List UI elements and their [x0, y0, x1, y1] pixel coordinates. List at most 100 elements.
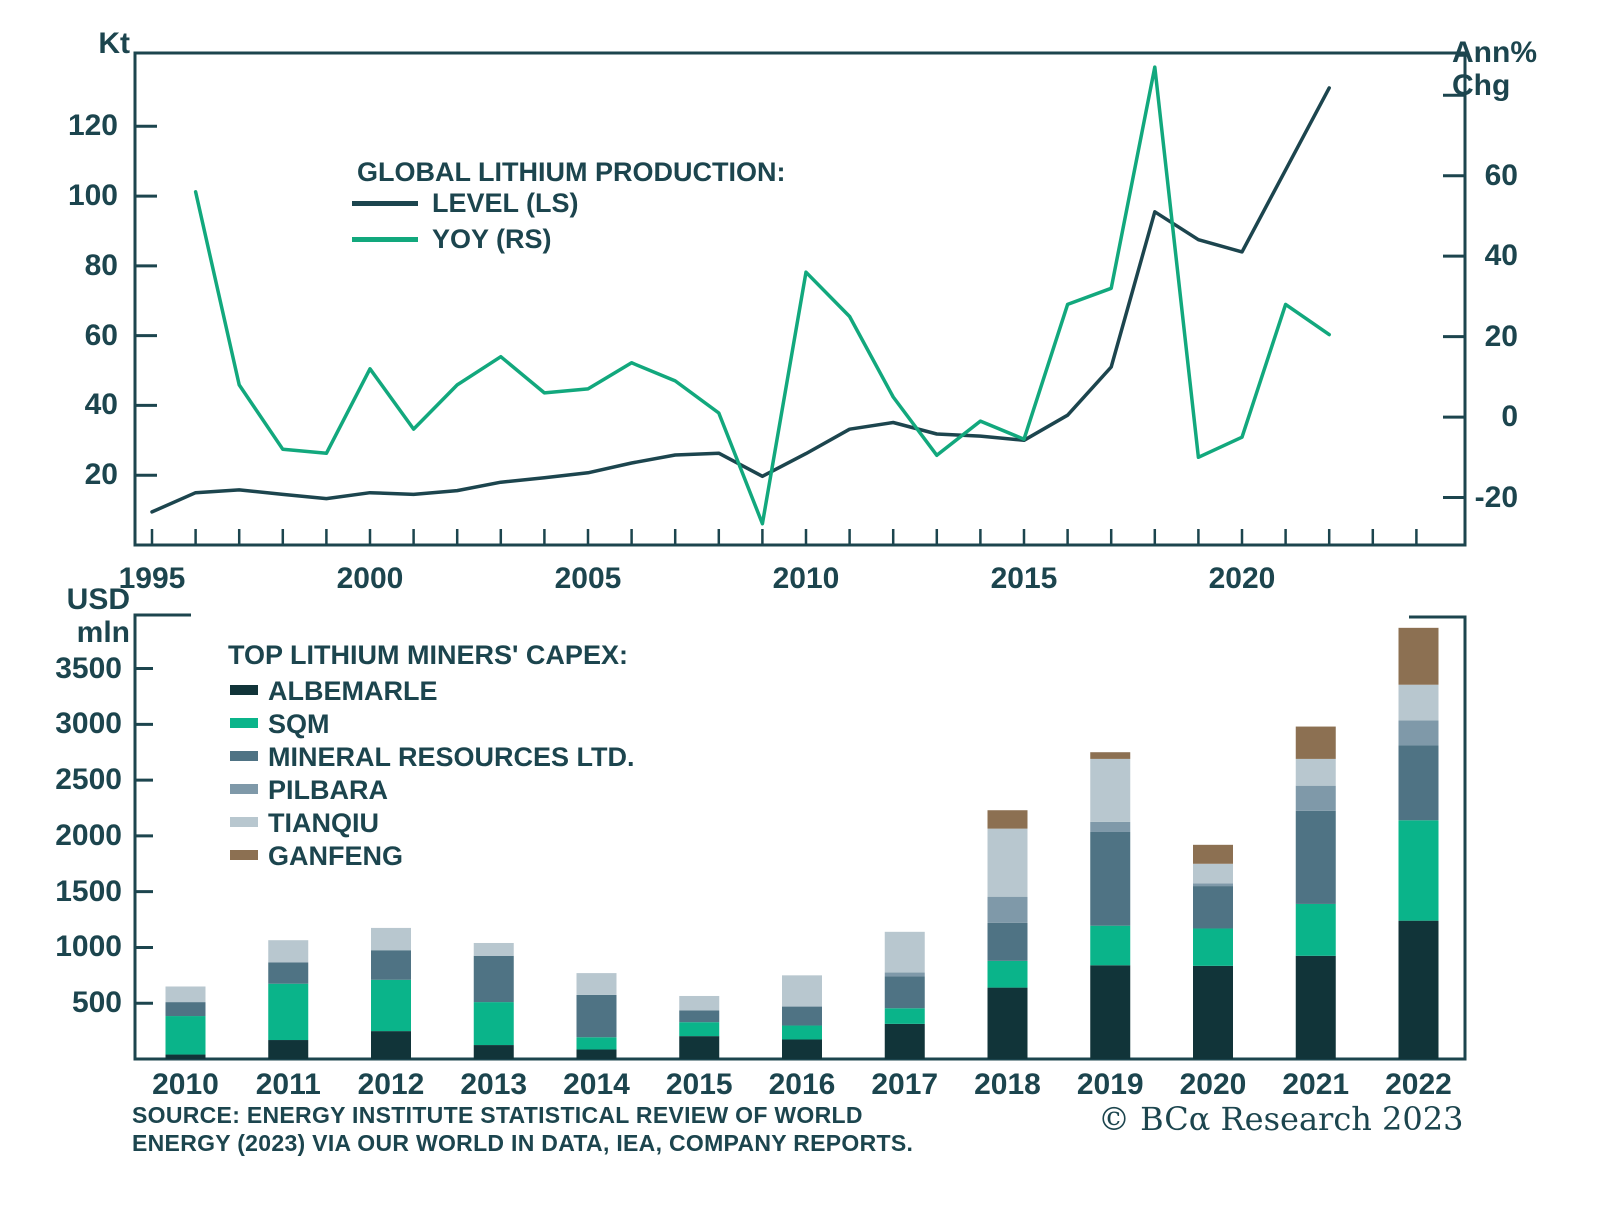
- bar-segment-tianqiu-2020: [1193, 863, 1233, 884]
- bar-segment-tianqiu-2013: [473, 942, 514, 956]
- bar-segment-albemarle-2011: [268, 1040, 309, 1059]
- right-axis-tick-label: 20: [1484, 319, 1518, 353]
- capex-x-category-label: 2020: [1179, 1068, 1247, 1101]
- bar-segment-tianqiu-2011: [268, 940, 309, 963]
- bar-segment-mineral-resources-ltd-2016: [782, 1006, 822, 1026]
- source-text-line2: ENERGY (2023) VIA OUR WORLD IN DATA, IEA…: [132, 1130, 914, 1156]
- production-chart-title: GLOBAL LITHIUM PRODUCTION:: [357, 157, 786, 187]
- bar-segment-albemarle-2017: [884, 1023, 925, 1059]
- capex-y-tick-label: 2500: [55, 763, 122, 797]
- pilbara-legend-swatch: [230, 784, 258, 794]
- production-x-tick-label: 2015: [990, 562, 1058, 595]
- bar-segment-ganfeng-2022: [1398, 627, 1439, 685]
- level-line-legend-label: LEVEL (LS): [432, 188, 579, 218]
- bar-segment-sqm-2012: [371, 979, 411, 1032]
- production-x-tick-label: 1995: [118, 562, 186, 595]
- capex-y-tick-label: 3500: [55, 651, 122, 685]
- bar-segment-tianqiu-2018: [987, 828, 1028, 897]
- pilbara-legend-label: PILBARA: [268, 775, 388, 805]
- production-x-tick-label: 2020: [1208, 562, 1276, 595]
- bar-segment-mineral-resources-ltd-2021: [1295, 810, 1336, 904]
- mineral-resources-legend-label: MINERAL RESOURCES LTD.: [268, 742, 635, 772]
- capex-y-tick-label: 1500: [55, 874, 122, 908]
- bar-segment-mineral-resources-ltd-2018: [987, 922, 1028, 961]
- production-x-tick-label: 2005: [554, 562, 622, 595]
- right-axis-tick-label: 40: [1484, 239, 1518, 273]
- bar-segment-tianqiu-2014: [576, 973, 617, 995]
- bar-segment-sqm-2021: [1295, 903, 1336, 956]
- bar-segment-tianqiu-2021: [1295, 758, 1336, 786]
- source-text-line1: SOURCE: ENERGY INSTITUTE STATISTICAL REV…: [132, 1102, 863, 1128]
- yoy-line: [193, 65, 1331, 526]
- capex-x-category-label: 2017: [871, 1068, 939, 1101]
- bar-segment-albemarle-2022: [1398, 920, 1439, 1059]
- right-axis-unit-label: Ann% Chg: [1452, 36, 1537, 102]
- bar-segment-albemarle-2021: [1295, 955, 1336, 1059]
- bar-segment-albemarle-2020: [1193, 965, 1233, 1059]
- tianqiu-legend-swatch: [230, 817, 258, 827]
- right-axis-unit-line1: Ann%: [1452, 36, 1537, 69]
- production-x-tick-label: 2000: [336, 562, 404, 595]
- bar-segment-tianqiu-2017: [884, 931, 925, 973]
- capex-y-tick-label: 500: [71, 986, 122, 1020]
- sqm-legend-swatch: [230, 718, 258, 728]
- bar-segment-pilbara-2017: [884, 972, 925, 977]
- bar-segment-albemarle-2019: [1090, 965, 1131, 1059]
- bar-segment-sqm-2017: [884, 1008, 925, 1024]
- bar-segment-sqm-2011: [268, 983, 309, 1041]
- left-axis-tick-label: 120: [67, 109, 118, 143]
- capex-y-tick-label: 3000: [55, 707, 122, 741]
- bar-segment-pilbara-2018: [987, 896, 1028, 923]
- bar-segment-albemarle-2014: [576, 1049, 617, 1059]
- bar-segment-sqm-2014: [576, 1037, 617, 1050]
- bar-segment-sqm-2013: [473, 1002, 514, 1046]
- tianqiu-legend-label: TIANQIU: [268, 808, 379, 838]
- left-axis-tick-label: 40: [84, 388, 118, 422]
- right-axis-tick-label: 60: [1484, 158, 1518, 192]
- right-axis-unit-line2: Chg: [1452, 69, 1511, 102]
- bar-segment-sqm-2018: [987, 960, 1028, 988]
- bar-segment-mineral-resources-ltd-2015: [679, 1010, 720, 1023]
- yoy-line-legend-swatch: [352, 237, 418, 242]
- left-axis-tick-label: 80: [84, 248, 118, 282]
- mineral-resources-legend-swatch: [230, 751, 258, 761]
- capex-x-category-label: 2019: [1076, 1068, 1144, 1101]
- ganfeng-legend-swatch: [230, 850, 258, 860]
- bar-segment-mineral-resources-ltd-2022: [1398, 745, 1439, 821]
- bar-segment-sqm-2020: [1193, 928, 1233, 966]
- bar-segment-ganfeng-2018: [987, 810, 1028, 829]
- bar-segment-tianqiu-2016: [782, 975, 822, 1007]
- bar-segment-sqm-2016: [782, 1025, 822, 1040]
- bar-segment-pilbara-2019: [1090, 821, 1131, 832]
- bar-segment-mineral-resources-ltd-2019: [1090, 831, 1131, 926]
- bar-segment-albemarle-2012: [371, 1031, 411, 1059]
- bar-segment-sqm-2015: [679, 1022, 720, 1037]
- bar-segment-albemarle-2016: [782, 1039, 822, 1059]
- capex-x-category-label: 2010: [152, 1068, 219, 1101]
- capex-x-category-label: 2015: [665, 1068, 733, 1101]
- ganfeng-legend-label: GANFENG: [268, 841, 403, 871]
- capex-x-category-label: 2016: [768, 1068, 836, 1101]
- bar-segment-ganfeng-2019: [1090, 752, 1131, 759]
- capex-x-category-label: 2013: [460, 1068, 528, 1101]
- right-axis-tick-label: 0: [1501, 400, 1518, 434]
- bar-segment-mineral-resources-ltd-2012: [371, 950, 411, 980]
- capex-x-category-label: 2011: [255, 1068, 321, 1101]
- capex-axis-unit-line2: mln: [76, 616, 130, 649]
- albemarle-legend-label: ALBEMARLE: [268, 676, 438, 706]
- capex-x-category-label: 2018: [974, 1068, 1041, 1101]
- bar-segment-mineral-resources-ltd-2011: [268, 962, 309, 984]
- right-axis-tick-label: -20: [1474, 480, 1518, 514]
- bar-segment-tianqiu-2010: [165, 986, 206, 1003]
- capex-axis-unit-label: USD mln: [38, 583, 130, 649]
- capex-axis-unit-line1: USD: [66, 583, 130, 616]
- left-axis-tick-label: 20: [84, 458, 118, 492]
- capex-y-tick-label: 2000: [55, 818, 122, 852]
- production-plot-frame: [133, 51, 1467, 547]
- bar-segment-albemarle-2015: [679, 1036, 720, 1059]
- capex-x-category-label: 2012: [357, 1068, 425, 1101]
- bar-segment-tianqiu-2012: [371, 927, 411, 951]
- bar-segment-mineral-resources-ltd-2014: [576, 994, 617, 1038]
